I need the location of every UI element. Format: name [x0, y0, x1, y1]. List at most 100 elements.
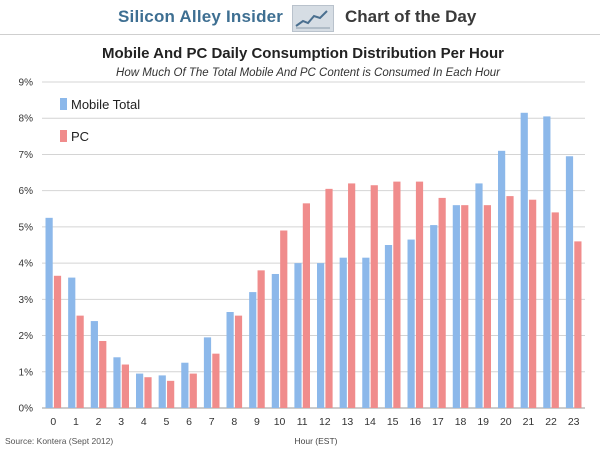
y-tick-label: 6% [19, 186, 34, 197]
bar-mobile [475, 183, 483, 408]
y-tick-label: 1% [19, 367, 34, 378]
bar-mobile [90, 321, 98, 408]
y-axis-ticks: 0% 1% 2% 3% 4% 5% 6% 7% 8% 9% [19, 78, 34, 415]
x-axis-label: Hour (EST) [295, 436, 338, 446]
section-title: Chart of the Day [345, 7, 477, 26]
bar-mobile [339, 257, 347, 408]
x-tick-label: 20 [500, 416, 512, 428]
bar-pc [325, 188, 333, 408]
x-tick-label: 12 [319, 416, 331, 428]
bar-pc [144, 377, 152, 408]
bar-pc [234, 315, 243, 408]
x-tick-label: 3 [118, 416, 124, 428]
bar-pc [302, 203, 310, 408]
bar-mobile [45, 217, 53, 408]
x-tick-label: 14 [364, 416, 376, 428]
y-tick-label: 9% [19, 78, 34, 89]
site-header: Silicon Alley Insider Chart of the Day [0, 0, 600, 34]
bar-mobile [181, 362, 189, 408]
x-tick-label: 13 [342, 416, 354, 428]
legend: Mobile Total PC [60, 97, 140, 144]
x-tick-label: 15 [387, 416, 399, 428]
bar-pc [99, 340, 107, 408]
bar-mobile [203, 337, 212, 408]
x-tick-label: 6 [186, 416, 192, 428]
x-tick-label: 8 [231, 416, 237, 428]
bar-mobile [317, 263, 325, 408]
x-tick-label: 22 [545, 416, 557, 428]
bar-pc [348, 183, 356, 408]
x-tick-label: 21 [523, 416, 535, 428]
y-tick-label: 4% [19, 259, 34, 270]
x-tick-label: 17 [432, 416, 444, 428]
bar-pc [189, 373, 197, 408]
bar-pc [483, 205, 491, 408]
bars [45, 112, 582, 408]
legend-swatch-mobile [60, 98, 67, 110]
legend-label-pc: PC [71, 129, 89, 144]
x-tick-label: 10 [274, 416, 286, 428]
bar-pc [574, 241, 582, 408]
y-tick-label: 2% [19, 331, 34, 342]
bar-pc [76, 315, 84, 408]
y-tick-label: 5% [19, 222, 34, 233]
x-tick-label: 18 [455, 416, 467, 428]
y-tick-label: 0% [19, 404, 34, 415]
bar-pc [506, 196, 514, 408]
source-note: Source: Kontera (Sept 2012) [5, 436, 113, 446]
bar-pc [53, 275, 62, 408]
x-tick-label: 11 [297, 416, 308, 428]
bar-mobile [271, 273, 279, 408]
bar-pc [551, 212, 559, 408]
bar-pc [529, 199, 537, 408]
bar-pc [393, 181, 401, 408]
bar-mobile [136, 373, 144, 408]
brand-name: Silicon Alley Insider [118, 7, 284, 26]
bar-pc [415, 181, 424, 408]
x-tick-label: 16 [409, 416, 421, 428]
chart-title: Mobile And PC Daily Consumption Distribu… [102, 45, 504, 62]
legend-label-mobile: Mobile Total [71, 97, 140, 112]
bar-mobile [543, 116, 551, 408]
bar-mobile [407, 239, 415, 408]
x-tick-label: 5 [164, 416, 170, 428]
grid-lines [42, 81, 585, 409]
header-divider [0, 34, 600, 35]
bar-pc [212, 353, 220, 408]
bar-pc [461, 205, 469, 408]
y-tick-label: 7% [19, 150, 34, 161]
bar-mobile [226, 312, 234, 408]
x-axis-ticks: 0 1 2 3 4 5 6 7 8 9 10 11 12 13 14 15 16 17 18 19 20 21 22 23 [50, 416, 579, 428]
chart-subtitle: How Much Of The Total Mobile And PC Cont… [116, 67, 501, 79]
x-tick-label: 9 [254, 416, 260, 428]
bar-mobile [565, 156, 574, 408]
bar-mobile [362, 257, 370, 408]
x-tick-label: 19 [477, 416, 489, 428]
bar-pc [167, 380, 175, 408]
x-tick-label: 23 [568, 416, 580, 428]
bar-pc [121, 364, 129, 408]
bar-mobile [430, 225, 438, 408]
bar-mobile [113, 357, 121, 408]
bar-mobile [158, 375, 166, 408]
bar-mobile [384, 245, 393, 408]
bar-mobile [452, 205, 460, 408]
bar-mobile [294, 263, 302, 408]
bar-mobile [68, 277, 76, 408]
x-tick-label: 1 [73, 416, 79, 428]
bar-mobile [249, 292, 257, 408]
bar-pc [370, 185, 378, 408]
y-tick-label: 3% [19, 295, 34, 306]
x-tick-label: 0 [50, 416, 56, 428]
x-tick-label: 4 [141, 416, 147, 428]
bar-pc [438, 197, 446, 408]
legend-swatch-pc [60, 130, 67, 142]
x-tick-label: 2 [96, 416, 102, 428]
bar-pc [280, 230, 288, 408]
trend-line-icon [292, 5, 334, 32]
bar-mobile [520, 112, 528, 408]
x-tick-label: 7 [209, 416, 215, 428]
bar-mobile [498, 150, 506, 408]
bar-pc [257, 270, 265, 408]
